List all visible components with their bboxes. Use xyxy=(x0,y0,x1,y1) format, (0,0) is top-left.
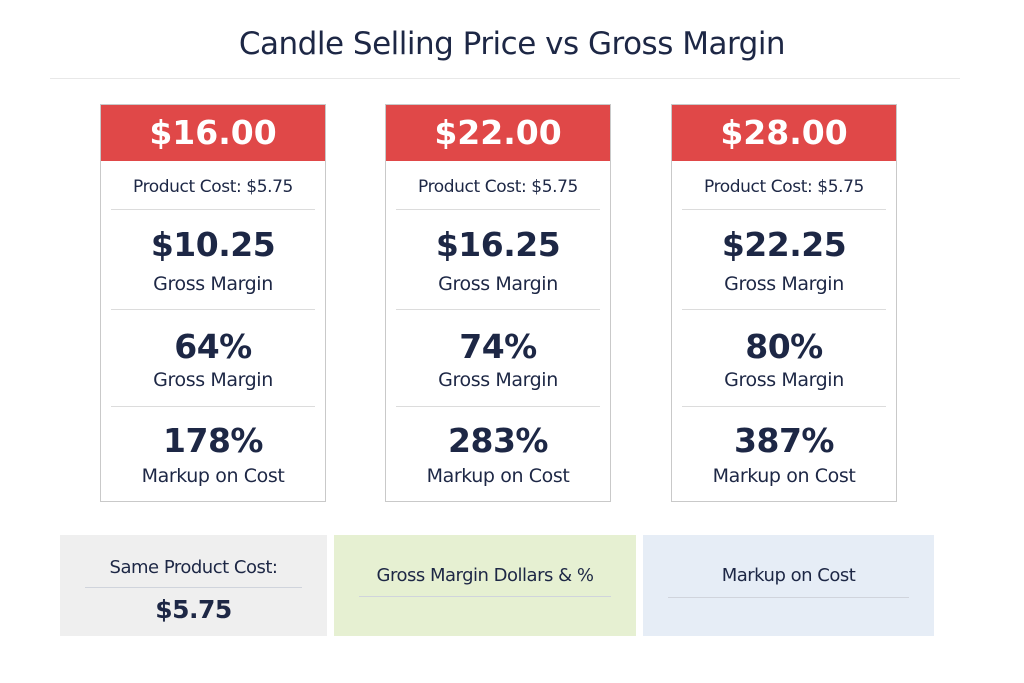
gross-margin-dollars: $16.25 xyxy=(435,225,561,264)
price-card: $16.00 Product Cost: $5.75 $10.25 Gross … xyxy=(100,104,326,502)
panel-label: Markup on Cost xyxy=(721,565,856,586)
panel-divider xyxy=(359,596,611,597)
product-cost: Product Cost: $5.75 xyxy=(133,177,293,197)
markup-percent: 178% xyxy=(163,421,263,460)
panel-label: Gross Margin Dollars & % xyxy=(376,565,594,586)
divider xyxy=(396,309,600,310)
price-card: $28.00 Product Cost: $5.75 $22.25 Gross … xyxy=(671,104,897,502)
panel-divider xyxy=(668,597,909,598)
gross-margin-dollars: $10.25 xyxy=(150,225,276,264)
divider xyxy=(111,309,315,310)
gross-margin-percent-label: Gross Margin xyxy=(153,369,273,391)
gross-margin-dollars-label: Gross Margin xyxy=(153,273,273,295)
panel-label: Same Product Cost: xyxy=(109,557,278,578)
panel-same-cost: Same Product Cost: $5.75 xyxy=(60,535,327,636)
page-title: Candle Selling Price vs Gross Margin xyxy=(238,26,786,62)
gross-margin-dollars: $22.25 xyxy=(721,225,847,264)
panel-value: $5.75 xyxy=(155,595,232,624)
title-divider xyxy=(50,78,960,79)
selling-price: $16.00 xyxy=(101,105,325,161)
markup-percent: 387% xyxy=(734,421,834,460)
markup-label: Markup on Cost xyxy=(141,465,285,487)
price-card: $22.00 Product Cost: $5.75 $16.25 Gross … xyxy=(385,104,611,502)
markup-label: Markup on Cost xyxy=(712,465,856,487)
selling-price: $28.00 xyxy=(672,105,896,161)
gross-margin-percent-label: Gross Margin xyxy=(438,369,558,391)
divider xyxy=(111,209,315,210)
markup-label: Markup on Cost xyxy=(426,465,570,487)
divider xyxy=(682,309,886,310)
divider xyxy=(396,406,600,407)
gross-margin-percent: 74% xyxy=(459,327,537,366)
product-cost: Product Cost: $5.75 xyxy=(418,177,578,197)
divider xyxy=(111,406,315,407)
gross-margin-percent: 80% xyxy=(745,327,823,366)
divider xyxy=(396,209,600,210)
product-cost: Product Cost: $5.75 xyxy=(704,177,864,197)
gross-margin-dollars-label: Gross Margin xyxy=(438,273,558,295)
panel-markup: Markup on Cost xyxy=(643,535,934,636)
markup-percent: 283% xyxy=(448,421,548,460)
selling-price: $22.00 xyxy=(386,105,610,161)
gross-margin-percent: 64% xyxy=(174,327,252,366)
panel-divider xyxy=(85,587,302,588)
panel-gross-margin: Gross Margin Dollars & % xyxy=(334,535,636,636)
divider xyxy=(682,406,886,407)
gross-margin-dollars-label: Gross Margin xyxy=(724,273,844,295)
gross-margin-percent-label: Gross Margin xyxy=(724,369,844,391)
divider xyxy=(682,209,886,210)
